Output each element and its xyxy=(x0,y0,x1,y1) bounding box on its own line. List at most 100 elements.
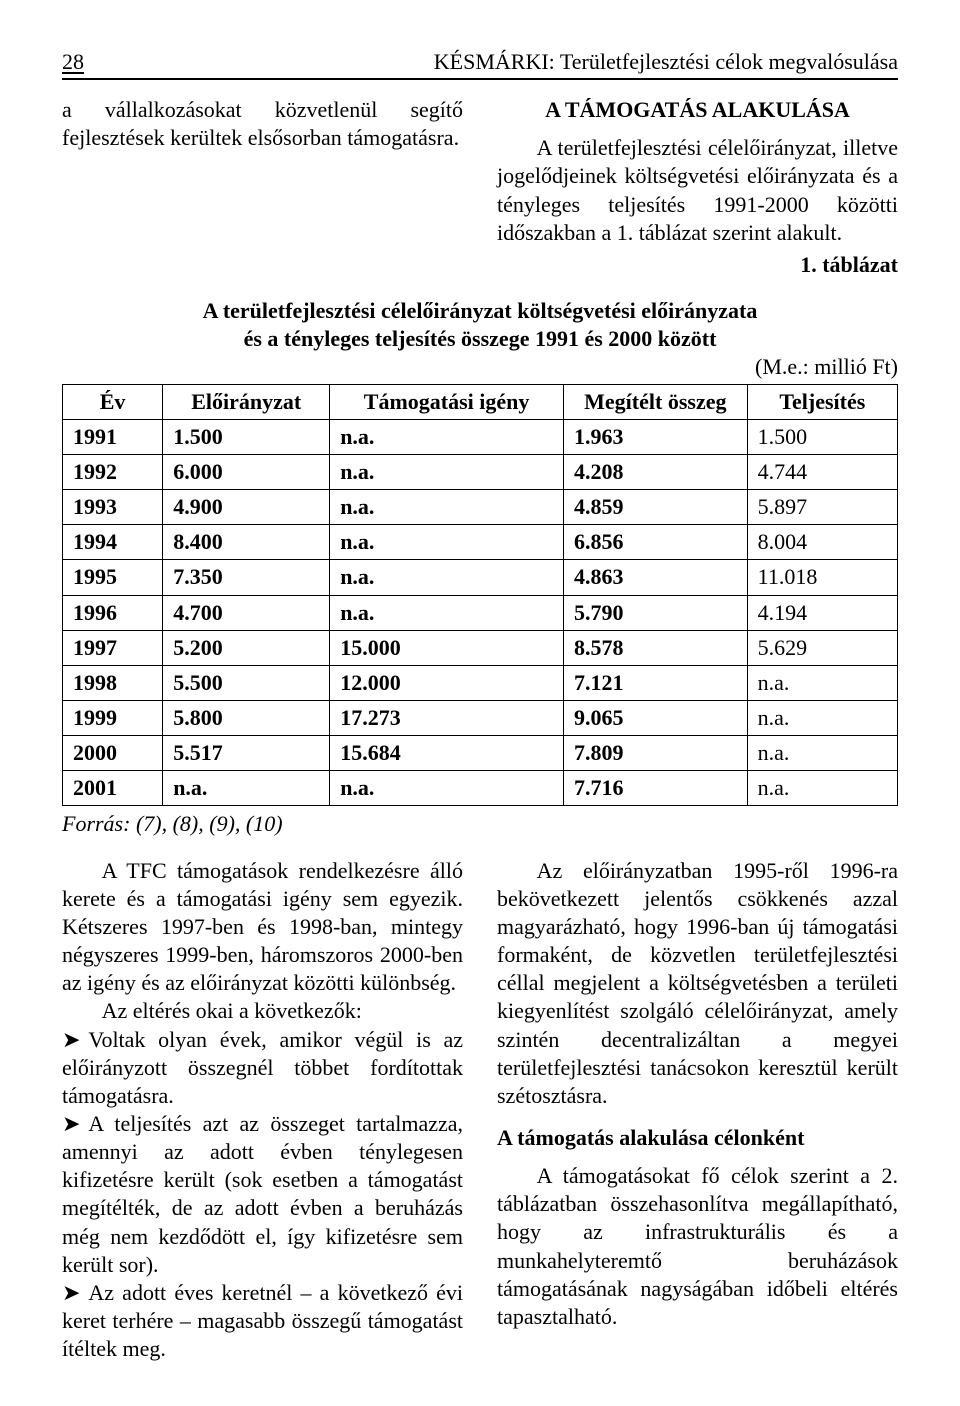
body-left: A TFC támogatások rendelkezésre álló ker… xyxy=(62,857,463,1364)
table-cell: 8.004 xyxy=(747,525,897,560)
table-cell: 5.517 xyxy=(163,736,330,771)
intro-left-text: a vállalkozásokat közvetlenül segítő fej… xyxy=(62,96,463,152)
table-row: 19934.900n.a.4.8595.897 xyxy=(63,490,898,525)
table-cell: 7.121 xyxy=(563,665,747,700)
table-unit: (M.e.: millió Ft) xyxy=(62,353,898,381)
bullet-2-text: A teljesítés azt az összeget tartalmazza… xyxy=(62,1111,463,1277)
table-source: Forrás: (7), (8), (9), (10) xyxy=(62,810,898,838)
table-cell: 1995 xyxy=(63,560,163,595)
table-row: 19926.000n.a.4.2084.744 xyxy=(63,454,898,489)
table-cell: n.a. xyxy=(330,525,564,560)
body-right: Az előirányzatban 1995-ről 1996-ra beköv… xyxy=(497,857,898,1364)
table-cell: 4.900 xyxy=(163,490,330,525)
table-cell: n.a. xyxy=(747,736,897,771)
intro-right-text: A területfejlesztési célelőirányzat, ill… xyxy=(497,134,898,247)
table-cell: 1997 xyxy=(63,630,163,665)
table-cell: 5.629 xyxy=(747,630,897,665)
bullet-icon: ➤ xyxy=(62,1279,88,1307)
running-head: 28 KÉSMÁRKI: Területfejlesztési célok me… xyxy=(62,48,898,80)
table-cell: 1992 xyxy=(63,454,163,489)
table-cell: 7.716 xyxy=(563,771,747,806)
body-left-p2: Az eltérés okai a következők: xyxy=(62,997,463,1025)
table-cell: 4.700 xyxy=(163,595,330,630)
table-row: 20005.51715.6847.809n.a. xyxy=(63,736,898,771)
table-cell: n.a. xyxy=(747,700,897,735)
table-row: 19964.700n.a.5.7904.194 xyxy=(63,595,898,630)
table-cell: 4.863 xyxy=(563,560,747,595)
table-head: Év Előirányzat Támogatási igény Megítélt… xyxy=(63,384,898,419)
table-cell: 4.194 xyxy=(747,595,897,630)
table-row: 19948.400n.a.6.8568.004 xyxy=(63,525,898,560)
table-cell: 17.273 xyxy=(330,700,564,735)
bullet-1: ➤Voltak olyan évek, amikor végül is az e… xyxy=(62,1026,463,1110)
table-cell: 6.000 xyxy=(163,454,330,489)
table-cell: 2000 xyxy=(63,736,163,771)
intro-left: a vállalkozásokat közvetlenül segítő fej… xyxy=(62,96,463,247)
table-cell: 2001 xyxy=(63,771,163,806)
page: 28 KÉSMÁRKI: Területfejlesztési célok me… xyxy=(0,0,960,1406)
table-row: 19957.350n.a.4.86311.018 xyxy=(63,560,898,595)
table-cell: 11.018 xyxy=(747,560,897,595)
table-cell: 15.684 xyxy=(330,736,564,771)
page-number: 28 xyxy=(62,48,84,76)
table-cell: 5.790 xyxy=(563,595,747,630)
table-cell: 5.500 xyxy=(163,665,330,700)
table-cell: n.a. xyxy=(747,665,897,700)
data-table: Év Előirányzat Támogatási igény Megítélt… xyxy=(62,384,898,807)
table-cell: 7.350 xyxy=(163,560,330,595)
th-3: Megítélt összeg xyxy=(563,384,747,419)
bullet-1-text: Voltak olyan évek, amikor végül is az el… xyxy=(62,1027,463,1108)
table-label: 1. táblázat xyxy=(62,251,898,279)
table-cell: 8.578 xyxy=(563,630,747,665)
intro-columns: a vállalkozásokat közvetlenül segítő fej… xyxy=(62,96,898,247)
table-caption-1: A területfejlesztési célelőirányzat költ… xyxy=(62,297,898,325)
table-cell: 8.400 xyxy=(163,525,330,560)
th-4: Teljesítés xyxy=(747,384,897,419)
body-right-p1: Az előirányzatban 1995-ről 1996-ra beköv… xyxy=(497,857,898,1110)
bullet-icon: ➤ xyxy=(62,1110,88,1138)
table-cell: 7.809 xyxy=(563,736,747,771)
table-row: 19975.20015.0008.5785.629 xyxy=(63,630,898,665)
intro-right: A TÁMOGATÁS ALAKULÁSA A területfejleszté… xyxy=(497,96,898,247)
table-cell: n.a. xyxy=(330,560,564,595)
body-columns: A TFC támogatások rendelkezésre álló ker… xyxy=(62,857,898,1364)
table-cell: 4.744 xyxy=(747,454,897,489)
table-cell: 1996 xyxy=(63,595,163,630)
table-head-row: Év Előirányzat Támogatási igény Megítélt… xyxy=(63,384,898,419)
body-right-p2: A támogatásokat fő célok szerint a 2. tá… xyxy=(497,1162,898,1331)
table-cell: 9.065 xyxy=(563,700,747,735)
table-cell: n.a. xyxy=(747,771,897,806)
table-cell: 4.859 xyxy=(563,490,747,525)
table-cell: 15.000 xyxy=(330,630,564,665)
th-2: Támogatási igény xyxy=(330,384,564,419)
body-right-h1: A támogatás alakulása célonként xyxy=(497,1124,898,1152)
table-cell: 1.500 xyxy=(163,419,330,454)
table-body: 19911.500n.a.1.9631.50019926.000n.a.4.20… xyxy=(63,419,898,806)
table-cell: 1999 xyxy=(63,700,163,735)
bullet-2: ➤A teljesítés azt az összeget tartalmazz… xyxy=(62,1110,463,1279)
table-cell: 1991 xyxy=(63,419,163,454)
th-1: Előirányzat xyxy=(163,384,330,419)
table-cell: 12.000 xyxy=(330,665,564,700)
table-cell: 1.963 xyxy=(563,419,747,454)
bullet-3: ➤Az adott éves keretnél – a következő év… xyxy=(62,1279,463,1363)
table-cell: 5.800 xyxy=(163,700,330,735)
table-cell: 4.208 xyxy=(563,454,747,489)
th-0: Év xyxy=(63,384,163,419)
table-cell: n.a. xyxy=(330,595,564,630)
bullet-3-text: Az adott éves keretnél – a következő évi… xyxy=(62,1280,463,1361)
table-row: 19985.50012.0007.121n.a. xyxy=(63,665,898,700)
body-left-p1: A TFC támogatások rendelkezésre álló ker… xyxy=(62,857,463,998)
table-cell: 1.500 xyxy=(747,419,897,454)
table-cell: n.a. xyxy=(330,771,564,806)
table-row: 19911.500n.a.1.9631.500 xyxy=(63,419,898,454)
table-cell: n.a. xyxy=(330,454,564,489)
table-cell: n.a. xyxy=(330,419,564,454)
table-cell: 5.200 xyxy=(163,630,330,665)
table-cell: 1993 xyxy=(63,490,163,525)
table-row: 19995.80017.2739.065n.a. xyxy=(63,700,898,735)
table-cell: n.a. xyxy=(330,490,564,525)
table-cell: 6.856 xyxy=(563,525,747,560)
intro-right-title: A TÁMOGATÁS ALAKULÁSA xyxy=(497,96,898,124)
table-cell: n.a. xyxy=(163,771,330,806)
